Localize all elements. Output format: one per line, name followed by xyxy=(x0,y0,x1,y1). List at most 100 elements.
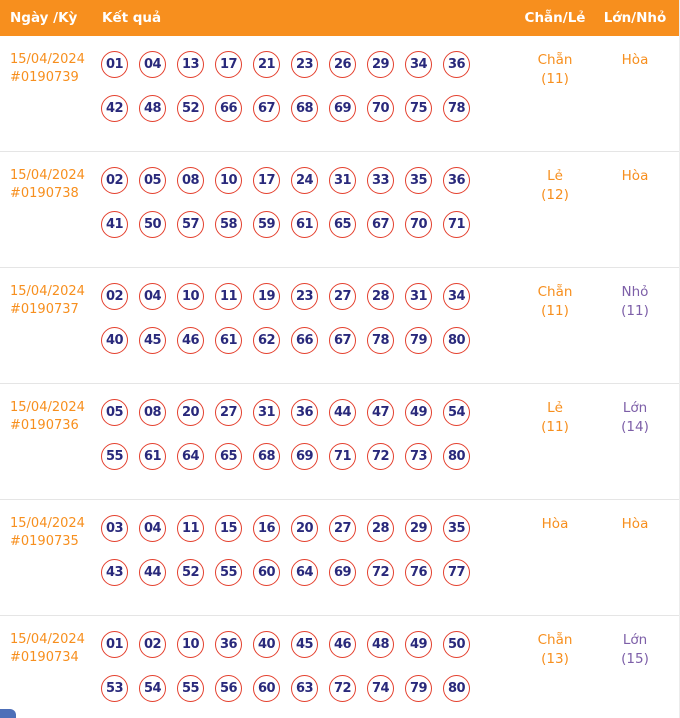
floating-widget-fragment[interactable] xyxy=(0,709,16,718)
big-small-label: Lớn xyxy=(622,400,648,416)
number-ball: 78 xyxy=(367,327,394,354)
number-ball: 20 xyxy=(291,515,318,542)
number-ball: 24 xyxy=(291,167,318,194)
number-ball: 73 xyxy=(405,443,432,470)
number-ball: 29 xyxy=(367,51,394,78)
table-header: Ngày /Kỳ Kết quả Chẵn/Lẻ Lớn/Nhỏ xyxy=(0,0,679,36)
number-ball: 75 xyxy=(405,95,432,122)
row-draw-id: #0190738 xyxy=(10,186,79,201)
even-odd-label: Chẵn xyxy=(537,632,573,648)
number-ball: 05 xyxy=(139,167,166,194)
even-odd-count: (11) xyxy=(541,303,569,319)
number-ball: 31 xyxy=(253,399,280,426)
number-ball: 04 xyxy=(139,515,166,542)
row-date: 15/04/2024 xyxy=(10,168,85,183)
number-ball: 67 xyxy=(253,95,280,122)
number-ball: 61 xyxy=(215,327,242,354)
number-ball: 45 xyxy=(139,327,166,354)
result-cell: 05 08 20 27 31 36 44 47 49 54 55 61 64 65 68 69 71 72 73 8… xyxy=(96,399,520,470)
even-odd-label: Lẻ xyxy=(547,168,563,184)
number-ball: 52 xyxy=(177,559,204,586)
even-odd-cell: Lẻ (11) xyxy=(520,399,590,470)
number-ball: 71 xyxy=(443,211,470,238)
big-small-label: Hòa xyxy=(621,516,649,532)
number-ball: 17 xyxy=(253,167,280,194)
number-ball: 04 xyxy=(139,51,166,78)
date-cell: 15/04/2024 #0190735 xyxy=(0,515,96,586)
number-ball: 44 xyxy=(139,559,166,586)
big-small-cell: Nhỏ (11) xyxy=(590,283,679,354)
header-date-column: Ngày /Kỳ xyxy=(10,10,78,26)
number-ball: 69 xyxy=(329,95,356,122)
number-ball: 66 xyxy=(291,327,318,354)
even-odd-cell: Chẵn (11) xyxy=(520,283,590,354)
number-ball: 74 xyxy=(367,675,394,702)
number-ball: 80 xyxy=(443,675,470,702)
number-ball: 53 xyxy=(101,675,128,702)
number-ball: 02 xyxy=(139,631,166,658)
number-ball: 56 xyxy=(215,675,242,702)
numbers-line-2: 55 61 64 65 68 69 71 72 73 80 xyxy=(101,443,520,470)
number-ball: 31 xyxy=(329,167,356,194)
result-row: 15/04/2024 #0190739 01 04 13 17 21 23 26 29 34 36… xyxy=(0,36,679,152)
result-cell: 01 02 10 36 40 45 46 48 49 50 53 54 55 56 60 63 72 74 79 8… xyxy=(96,631,520,702)
numbers-line-2: 53 54 55 56 60 63 72 74 79 80 xyxy=(101,675,520,702)
numbers-line-2: 43 44 52 55 60 64 69 72 76 77 xyxy=(101,559,520,586)
number-ball: 55 xyxy=(177,675,204,702)
number-ball: 20 xyxy=(177,399,204,426)
row-draw-id: #0190739 xyxy=(10,70,79,85)
number-ball: 41 xyxy=(101,211,128,238)
number-ball: 54 xyxy=(443,399,470,426)
date-cell: 15/04/2024 #0190739 xyxy=(0,51,96,122)
numbers-line-1: 02 05 08 10 17 24 31 33 35 36 xyxy=(101,167,520,194)
number-ball: 70 xyxy=(367,95,394,122)
number-ball: 79 xyxy=(405,327,432,354)
number-ball: 31 xyxy=(405,283,432,310)
number-ball: 46 xyxy=(329,631,356,658)
number-ball: 33 xyxy=(367,167,394,194)
number-ball: 01 xyxy=(101,631,128,658)
number-ball: 55 xyxy=(215,559,242,586)
even-odd-count: (11) xyxy=(541,71,569,87)
header-even-odd-column: Chẵn/Lẻ xyxy=(524,10,586,26)
number-ball: 72 xyxy=(329,675,356,702)
number-ball: 58 xyxy=(215,211,242,238)
number-ball: 47 xyxy=(367,399,394,426)
number-ball: 16 xyxy=(253,515,280,542)
number-ball: 49 xyxy=(405,631,432,658)
even-odd-cell: Chẵn (13) xyxy=(520,631,590,702)
number-ball: 10 xyxy=(215,167,242,194)
big-small-label: Lớn xyxy=(622,632,648,648)
numbers-line-1: 05 08 20 27 31 36 44 47 49 54 xyxy=(101,399,520,426)
result-cell: 01 04 13 17 21 23 26 29 34 36 42 48 52 66 67 68 69 70 75 7… xyxy=(96,51,520,122)
number-ball: 77 xyxy=(443,559,470,586)
number-ball: 11 xyxy=(215,283,242,310)
number-ball: 23 xyxy=(291,51,318,78)
big-small-cell: Hòa xyxy=(590,167,679,238)
number-ball: 76 xyxy=(405,559,432,586)
row-draw-id: #0190737 xyxy=(10,302,79,317)
number-ball: 59 xyxy=(253,211,280,238)
number-ball: 10 xyxy=(177,283,204,310)
number-ball: 79 xyxy=(405,675,432,702)
number-ball: 08 xyxy=(139,399,166,426)
even-odd-cell: Hòa xyxy=(520,515,590,586)
row-date: 15/04/2024 xyxy=(10,516,85,531)
number-ball: 36 xyxy=(443,51,470,78)
number-ball: 63 xyxy=(291,675,318,702)
number-ball: 80 xyxy=(443,327,470,354)
date-cell: 15/04/2024 #0190738 xyxy=(0,167,96,238)
number-ball: 72 xyxy=(367,443,394,470)
number-ball: 71 xyxy=(329,443,356,470)
number-ball: 17 xyxy=(215,51,242,78)
row-draw-id: #0190735 xyxy=(10,534,79,549)
number-ball: 80 xyxy=(443,443,470,470)
number-ball: 35 xyxy=(405,167,432,194)
number-ball: 23 xyxy=(291,283,318,310)
number-ball: 40 xyxy=(253,631,280,658)
big-small-count: (11) xyxy=(621,303,649,319)
even-odd-count: (11) xyxy=(541,419,569,435)
number-ball: 61 xyxy=(139,443,166,470)
number-ball: 36 xyxy=(291,399,318,426)
number-ball: 52 xyxy=(177,95,204,122)
